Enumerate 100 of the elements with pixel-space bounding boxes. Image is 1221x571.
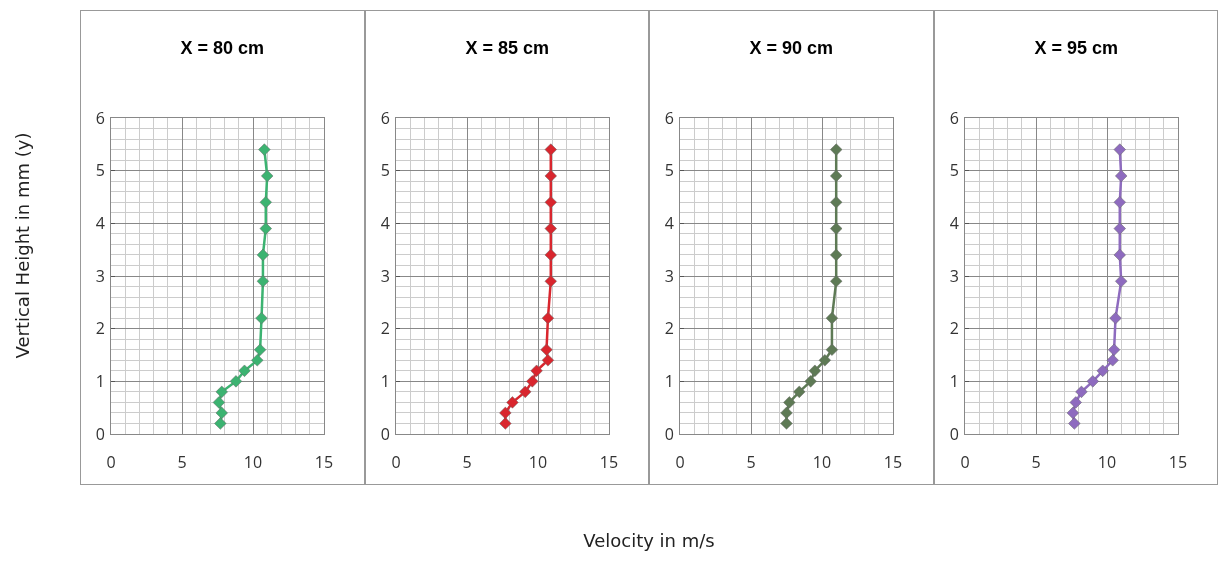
point bbox=[529, 364, 543, 377]
point bbox=[1114, 275, 1127, 288]
point bbox=[825, 343, 839, 356]
point bbox=[1069, 396, 1082, 409]
chart-title: X = 95 cm bbox=[1033, 38, 1118, 59]
y-tick-label: 6 bbox=[95, 106, 105, 129]
point bbox=[539, 343, 553, 356]
point bbox=[258, 143, 271, 156]
point bbox=[780, 406, 793, 420]
x-tick-label: 5 bbox=[746, 451, 756, 474]
y-tick-label: 2 bbox=[95, 317, 105, 340]
point bbox=[256, 275, 270, 288]
point bbox=[830, 143, 843, 156]
point bbox=[1114, 169, 1127, 183]
y-tick-label: 0 bbox=[949, 422, 959, 445]
x-tick-label: 15 bbox=[314, 451, 334, 474]
point bbox=[818, 354, 831, 367]
y-tick-label: 3 bbox=[949, 264, 959, 287]
y-tick-label: 1 bbox=[949, 369, 959, 392]
y-tick-label: 0 bbox=[664, 422, 674, 445]
y-tick-label: 5 bbox=[949, 159, 959, 182]
y-tick-label: 3 bbox=[664, 264, 674, 287]
y-tick-label: 4 bbox=[664, 211, 674, 234]
point bbox=[254, 343, 267, 356]
y-tick-label: 5 bbox=[95, 159, 105, 182]
point bbox=[251, 354, 264, 367]
point bbox=[830, 222, 843, 235]
chart-title: X = 90 cm bbox=[749, 38, 834, 59]
point bbox=[255, 312, 268, 325]
y-tick-label: 0 bbox=[380, 422, 390, 445]
point bbox=[525, 375, 538, 388]
point bbox=[830, 248, 843, 262]
point bbox=[505, 396, 519, 409]
y-tick-label: 4 bbox=[95, 211, 105, 234]
point bbox=[229, 375, 243, 388]
point bbox=[1086, 375, 1099, 388]
point bbox=[1113, 222, 1126, 235]
point bbox=[544, 248, 557, 262]
point bbox=[1106, 354, 1119, 367]
x-tick-label: 15 bbox=[1168, 451, 1187, 474]
point bbox=[830, 275, 843, 288]
point bbox=[238, 364, 251, 377]
point bbox=[1107, 343, 1120, 356]
y-tick-label: 1 bbox=[380, 369, 390, 392]
x-tick-label: 5 bbox=[1030, 451, 1041, 474]
point bbox=[808, 364, 821, 377]
point bbox=[544, 196, 557, 209]
point bbox=[830, 169, 843, 183]
point bbox=[215, 406, 228, 420]
point bbox=[780, 417, 793, 430]
y-tick-label: 3 bbox=[95, 264, 105, 287]
y-tick-label: 5 bbox=[380, 159, 390, 182]
point bbox=[1067, 417, 1080, 430]
y-tick-label: 0 bbox=[95, 422, 105, 445]
x-tick-label: 10 bbox=[528, 451, 547, 474]
point bbox=[498, 406, 511, 420]
point bbox=[783, 396, 796, 409]
chart-title: X = 85 cm bbox=[464, 38, 549, 59]
point bbox=[1096, 364, 1109, 377]
x-tick-label: 15 bbox=[599, 451, 618, 474]
point bbox=[212, 396, 226, 409]
y-tick-label: 5 bbox=[664, 159, 674, 182]
y-tick-label: 2 bbox=[664, 317, 674, 340]
x-tick-label: 15 bbox=[883, 451, 903, 474]
point bbox=[541, 312, 554, 325]
point bbox=[541, 354, 554, 367]
x-tick-label: 5 bbox=[177, 451, 187, 474]
y-tick-label: 1 bbox=[664, 369, 674, 392]
point bbox=[259, 222, 272, 235]
point bbox=[793, 385, 806, 398]
y-tick-label: 4 bbox=[380, 211, 390, 234]
point bbox=[1074, 385, 1088, 398]
point bbox=[825, 312, 839, 325]
point bbox=[215, 385, 228, 398]
point bbox=[544, 275, 557, 288]
chart-title: X = 80 cm bbox=[180, 38, 265, 59]
point bbox=[544, 143, 557, 156]
y-tick-label: 3 bbox=[380, 264, 390, 287]
point bbox=[498, 417, 511, 430]
y-tick-label: 6 bbox=[949, 106, 959, 129]
point bbox=[1108, 312, 1122, 325]
y-tick-label: 6 bbox=[380, 106, 390, 129]
point bbox=[214, 417, 227, 430]
point bbox=[1113, 143, 1126, 156]
point bbox=[259, 196, 272, 209]
point bbox=[1113, 196, 1126, 209]
y-tick-label: 1 bbox=[95, 369, 105, 392]
x-tick-label: 5 bbox=[461, 451, 472, 474]
point bbox=[1113, 248, 1126, 262]
y-tick-label: 2 bbox=[949, 317, 959, 340]
x-tick-label: 10 bbox=[812, 451, 832, 474]
point bbox=[261, 169, 274, 183]
point bbox=[1066, 406, 1079, 420]
point bbox=[804, 375, 817, 388]
y-tick-label: 2 bbox=[380, 317, 390, 340]
y-tick-label: 6 bbox=[664, 106, 674, 129]
point bbox=[256, 248, 270, 262]
x-axis-title: Velocity in m/s bbox=[582, 530, 716, 551]
point bbox=[518, 385, 531, 398]
point bbox=[830, 196, 843, 209]
